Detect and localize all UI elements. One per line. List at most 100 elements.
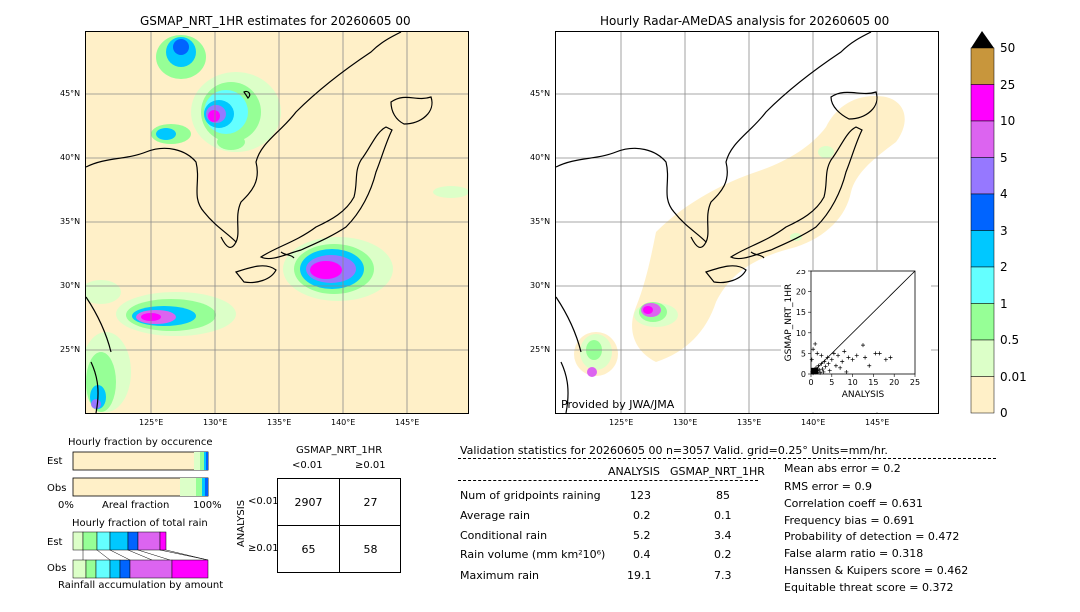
left-lon-label: 145°E — [395, 418, 420, 427]
right-lon-label: 145°E — [865, 418, 890, 427]
scatter-point — [863, 355, 868, 360]
scatter-point — [861, 343, 865, 348]
colorbar-label: 4 — [1000, 187, 1008, 201]
total-rain-row-est: Est — [47, 537, 63, 548]
right-lon-label: 135°E — [737, 418, 762, 427]
scatter-x-tick-label: 10 — [848, 378, 858, 387]
scatter-point — [815, 351, 820, 356]
scatter-diagonal — [810, 270, 916, 375]
right-grid — [556, 32, 938, 413]
scatter-y-tick-label: 20 — [796, 288, 806, 297]
colorbar-swatch — [970, 339, 995, 377]
contingency-col1: <0.01 — [292, 460, 323, 471]
colorbar-extend-arrow — [971, 31, 994, 48]
validation-row-gsmap: 3.4 — [714, 529, 732, 542]
contingency-cell-d: 58 — [363, 543, 378, 556]
scatter-ylabel: GSMAP_NRT_1HR — [784, 284, 794, 362]
colorbar-label: 0.01 — [1000, 369, 1027, 384]
occurrence-axis-left: 0% — [58, 500, 74, 511]
validation-row-label: Conditional rain — [460, 529, 548, 542]
scatter-y-tick-label: 5 — [801, 349, 806, 358]
contingency-cell-b: 27 — [363, 496, 378, 509]
contingency-row2: ≥0.01 — [248, 543, 279, 554]
contingency-title: GSMAP_NRT_1HR — [296, 445, 383, 456]
scatter-point — [833, 363, 838, 368]
validation-col-gsmap: GSMAP_NRT_1HR — [670, 465, 765, 478]
colorbar-label: 3 — [1000, 223, 1008, 238]
left-lat-label: 45°N — [60, 89, 81, 98]
scatter-point — [822, 359, 827, 364]
scatter-point — [816, 363, 821, 368]
colorbar-label: 0 — [1000, 406, 1008, 420]
colorbar-label: 1 — [1000, 296, 1008, 311]
right-lat-label: 25°N — [530, 345, 551, 354]
validation-col-analysis: ANALYSIS — [608, 465, 660, 478]
right-map: 0 0 5 5 10 10 15 15 20 20 25 25 ANALYSIS GSMAP_NRT_1H… — [555, 31, 939, 414]
scatter-point — [846, 355, 851, 360]
scatter-point — [819, 361, 824, 366]
validation-row-label: Average rain — [460, 509, 530, 522]
left-lat-label: 30°N — [60, 281, 81, 290]
right-analysis-coverage — [574, 96, 905, 377]
validation-row-analysis: 0.4 — [633, 548, 651, 561]
total-rain-bars — [72, 531, 209, 579]
scatter-point — [873, 351, 878, 356]
colorbar-label: 5 — [1000, 150, 1008, 165]
colorbar-swatches — [970, 47, 995, 414]
right-lat-label: 35°N — [530, 217, 551, 226]
contingency-cell-a: 2907 — [294, 496, 323, 509]
occurrence-title: Hourly fraction by occurence — [68, 437, 213, 448]
colorbar-label: 0.5 — [1000, 333, 1020, 347]
contingency-cell-c: 65 — [301, 543, 316, 556]
right-lon-label: 130°E — [673, 418, 698, 427]
scatter-point — [811, 347, 816, 352]
colorbar-swatch — [970, 47, 995, 85]
left-lat-label: 40°N — [60, 153, 81, 162]
occurrence-bars — [72, 451, 209, 497]
scatter-y-tick-label: 15 — [796, 308, 806, 317]
scatter-point — [854, 353, 859, 358]
scatter-point — [844, 369, 849, 374]
scatter-point — [813, 341, 818, 346]
scatter-point — [829, 357, 834, 362]
validation-row-analysis: 5.2 — [633, 529, 651, 542]
score-line: Equitable threat score = 0.372 — [784, 581, 954, 594]
left-map-title: GSMAP_NRT_1HR estimates for 20260605 00 — [140, 14, 411, 28]
scatter-point — [831, 351, 836, 356]
occurrence-row-obs: Obs — [47, 483, 67, 494]
colorbar-label: 50 — [1000, 41, 1016, 55]
left-lat-label: 25°N — [60, 345, 81, 354]
scatter-y-tick-label: 0 — [801, 370, 806, 379]
scatter-y-tick-label: 25 — [796, 270, 806, 276]
occurrence-axis-mid: Areal fraction — [102, 500, 170, 511]
total-rain-row-obs: Obs — [47, 563, 67, 574]
validation-table-rule — [458, 480, 758, 481]
scatter-x-tick-label: 0 — [808, 378, 813, 387]
colorbar-swatch — [970, 84, 995, 122]
contingency-col2: ≥0.01 — [355, 460, 386, 471]
colorbar — [970, 31, 995, 414]
validation-row-label: Rain volume (mm km²10⁶) — [460, 548, 606, 561]
provider-credit: Provided by JWA/JMA — [561, 398, 675, 411]
score-line: Probability of detection = 0.472 — [784, 530, 960, 543]
right-map-canvas — [556, 32, 938, 413]
validation-row-gsmap: 0.2 — [714, 548, 732, 561]
total-rain-title: Hourly fraction of total rain — [72, 518, 208, 529]
scatter-point — [836, 353, 841, 358]
scatter-point — [818, 370, 823, 375]
score-line: False alarm ratio = 0.318 — [784, 547, 924, 560]
scatter-point — [883, 357, 888, 362]
colorbar-swatch — [970, 230, 995, 268]
left-lon-label: 135°E — [267, 418, 292, 427]
colorbar-swatch — [970, 303, 995, 341]
contingency-row-axis: ANALYSIS — [236, 499, 248, 548]
right-lon-label: 125°E — [609, 418, 634, 427]
left-lon-label: 130°E — [203, 418, 228, 427]
scatter-point — [850, 357, 855, 362]
left-lon-label: 140°E — [331, 418, 356, 427]
score-line: Correlation coeff = 0.631 — [784, 497, 923, 510]
validation-row-gsmap: 7.3 — [714, 569, 732, 582]
left-rain-patches — [86, 35, 468, 412]
scatter-x-tick-label: 15 — [868, 378, 878, 387]
scatter-point — [867, 363, 872, 368]
